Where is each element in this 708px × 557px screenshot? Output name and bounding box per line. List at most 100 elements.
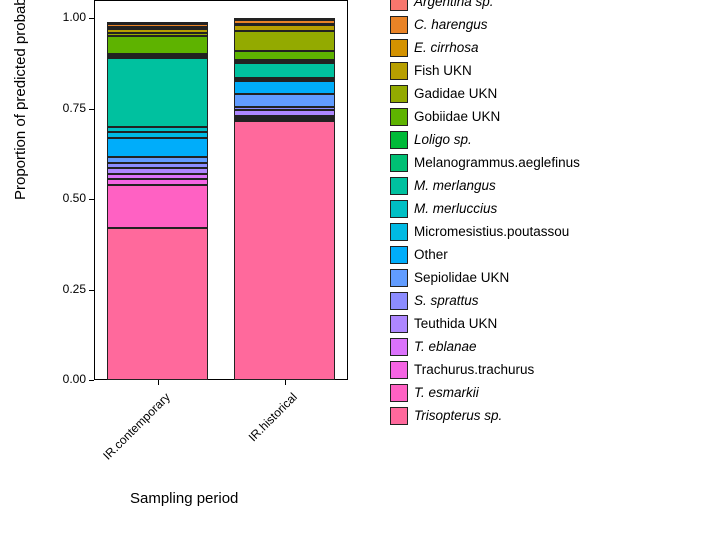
y-axis-title: Proportion of predicted probabili bbox=[12, 0, 29, 200]
legend-item: Trachurus.trachurus bbox=[390, 358, 580, 381]
legend-item: Sepiolidae UKN bbox=[390, 266, 580, 289]
legend-swatch bbox=[390, 39, 408, 57]
bar bbox=[234, 0, 336, 380]
bar-segment bbox=[234, 94, 336, 107]
bar-segment bbox=[234, 119, 336, 121]
bar-segment bbox=[107, 58, 209, 127]
bar-segment bbox=[234, 110, 336, 115]
legend-label: M. merlangus bbox=[414, 178, 496, 193]
legend-swatch bbox=[390, 407, 408, 425]
bar-segment bbox=[107, 185, 209, 228]
legend-label: Argentina sp. bbox=[414, 0, 494, 9]
legend-swatch bbox=[390, 384, 408, 402]
legend-label: T. eblanae bbox=[414, 339, 477, 354]
legend-label: Micromesistius.poutassou bbox=[414, 224, 569, 239]
legend-swatch bbox=[390, 269, 408, 287]
bar-segment bbox=[234, 24, 336, 26]
bar-segment bbox=[107, 179, 209, 184]
x-tick-mark bbox=[285, 380, 286, 385]
legend-item: Loligo sp. bbox=[390, 128, 580, 151]
legend-item: M. merlangus bbox=[390, 174, 580, 197]
legend-swatch bbox=[390, 361, 408, 379]
legend-item: Gobiidae UKN bbox=[390, 105, 580, 128]
bar-segment bbox=[107, 228, 209, 380]
legend-swatch bbox=[390, 154, 408, 172]
bar-segment bbox=[234, 62, 336, 64]
bar-segment bbox=[107, 138, 209, 158]
legend-item: E. cirrhosa bbox=[390, 36, 580, 59]
legend-item: Micromesistius.poutassou bbox=[390, 220, 580, 243]
legend-label: Sepiolidae UKN bbox=[414, 270, 509, 285]
bar-segment bbox=[107, 127, 209, 132]
legend-item: Argentina sp. bbox=[390, 0, 580, 13]
legend-item: T. eblanae bbox=[390, 335, 580, 358]
y-tick-label: 0.50 bbox=[50, 191, 86, 205]
legend-label: C. harengus bbox=[414, 17, 488, 32]
bar-segment bbox=[107, 132, 209, 137]
y-tick-mark bbox=[89, 109, 94, 110]
bar-segment bbox=[107, 24, 209, 28]
legend-label: T. esmarkii bbox=[414, 385, 479, 400]
legend-item: M. merluccius bbox=[390, 197, 580, 220]
bar-segment bbox=[234, 63, 336, 77]
legend-item: Melanogrammus.aeglefinus bbox=[390, 151, 580, 174]
legend-label: Loligo sp. bbox=[414, 132, 472, 147]
bar-segment bbox=[107, 36, 209, 54]
bar bbox=[107, 0, 209, 380]
y-tick-mark bbox=[89, 18, 94, 19]
bar-segment bbox=[234, 20, 336, 24]
bar-segment bbox=[234, 80, 336, 82]
bar-segment bbox=[107, 29, 209, 33]
legend-item: Teuthida UKN bbox=[390, 312, 580, 335]
bar-segment bbox=[234, 78, 336, 80]
legend-swatch bbox=[390, 177, 408, 195]
bar-segment bbox=[234, 51, 336, 60]
y-tick-mark bbox=[89, 199, 94, 200]
y-tick-label: 0.25 bbox=[50, 282, 86, 296]
legend-label: Melanogrammus.aeglefinus bbox=[414, 155, 580, 170]
bar-segment bbox=[234, 107, 336, 111]
legend-item: T. esmarkii bbox=[390, 381, 580, 404]
legend-label: Gobiidae UKN bbox=[414, 109, 500, 124]
legend-swatch bbox=[390, 0, 408, 11]
legend-swatch bbox=[390, 62, 408, 80]
legend-label: E. cirrhosa bbox=[414, 40, 479, 55]
bar-segment bbox=[107, 174, 209, 179]
legend-swatch bbox=[390, 108, 408, 126]
bar-segment bbox=[234, 25, 336, 30]
bar-segment bbox=[234, 118, 336, 120]
y-tick-mark bbox=[89, 380, 94, 381]
x-tick-label: IR.historical bbox=[208, 390, 299, 481]
legend-item: Gadidae UKN bbox=[390, 82, 580, 105]
legend-item: Other bbox=[390, 243, 580, 266]
legend-swatch bbox=[390, 85, 408, 103]
bar-segment bbox=[107, 157, 209, 162]
bar-segment bbox=[234, 18, 336, 20]
legend-label: Teuthida UKN bbox=[414, 316, 497, 331]
legend-swatch bbox=[390, 338, 408, 356]
bar-segment bbox=[234, 31, 336, 51]
bar-segment bbox=[234, 116, 336, 118]
legend-swatch bbox=[390, 200, 408, 218]
legend-swatch bbox=[390, 131, 408, 149]
legend-item: S. sprattus bbox=[390, 289, 580, 312]
legend-swatch bbox=[390, 223, 408, 241]
legend-swatch bbox=[390, 246, 408, 264]
legend-swatch bbox=[390, 16, 408, 34]
bar-segment bbox=[234, 60, 336, 62]
bar-segment bbox=[107, 27, 209, 29]
legend-item: Trisopterus sp. bbox=[390, 404, 580, 427]
bar-segment bbox=[234, 121, 336, 380]
bar-segment bbox=[107, 168, 209, 173]
x-tick-mark bbox=[158, 380, 159, 385]
legend-label: Gadidae UKN bbox=[414, 86, 497, 101]
legend-item: Fish UKN bbox=[390, 59, 580, 82]
bar-segment bbox=[107, 22, 209, 24]
legend: Argentina sp. C. harengus E. cirrhosa Fish … bbox=[390, 0, 580, 427]
legend-label: M. merluccius bbox=[414, 201, 497, 216]
y-tick-mark bbox=[89, 290, 94, 291]
x-axis-title: Sampling period bbox=[130, 490, 238, 507]
bar-segment bbox=[107, 33, 209, 37]
bar-segment bbox=[234, 81, 336, 94]
y-tick-label: 1.00 bbox=[50, 10, 86, 24]
